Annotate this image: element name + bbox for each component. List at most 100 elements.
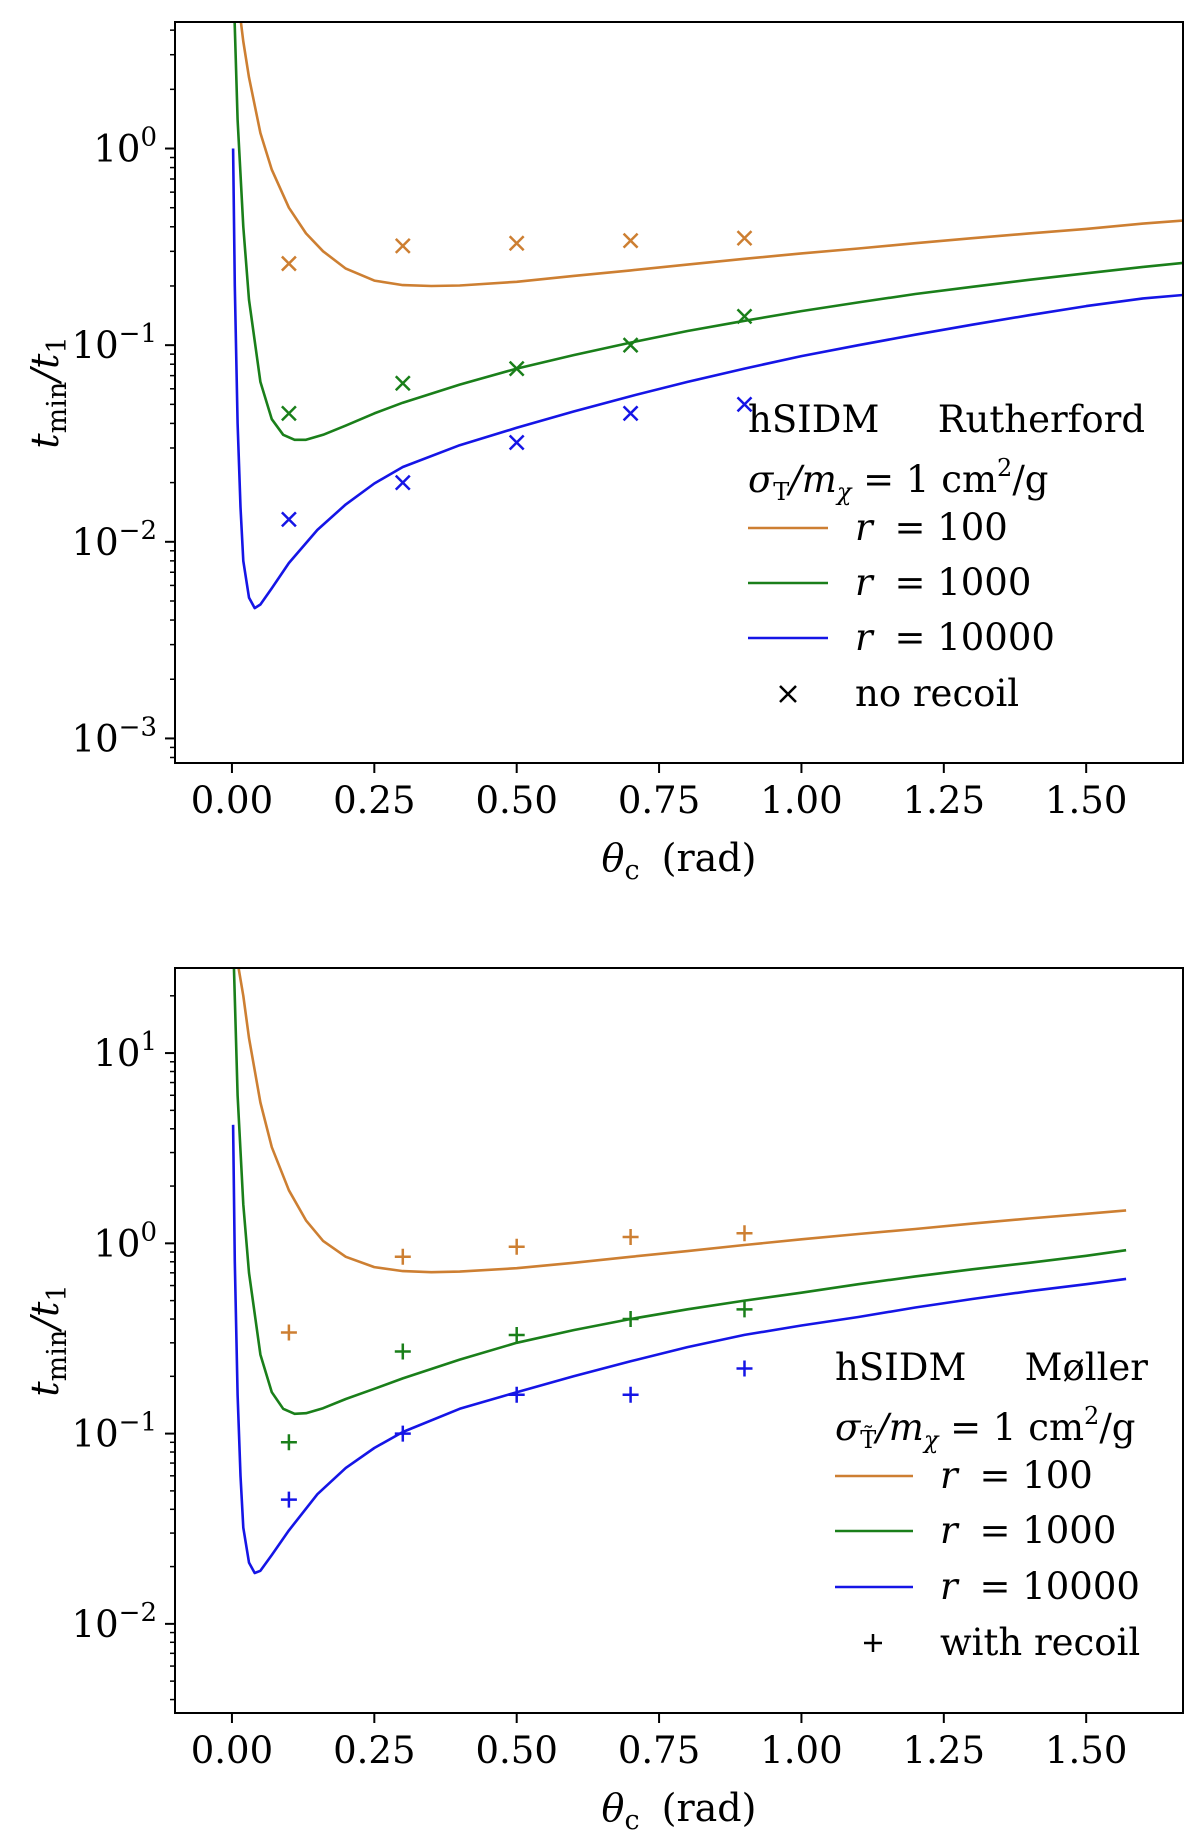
x-label-symbol: θ [602,836,625,880]
legend-r-value: = 10000 [968,1565,1140,1608]
sigma-sup: 2 [1084,1402,1099,1430]
legend-r-symbol: r [855,506,875,549]
y-tick-label: 10−1 [72,1408,157,1456]
legend-r-symbol: r [940,1454,960,1497]
y-axis-label: tmin/t1 [23,336,73,448]
sigma-symbol: σ [748,458,775,501]
sigma-sub: T [773,478,789,506]
series-r1000-x-marker [622,337,639,354]
y-tick-label: 100 [93,123,157,171]
sigma-tail: /m [873,1406,924,1449]
series-r10000-plus-marker [508,1386,525,1403]
x-tick-label: 1.50 [1045,1729,1127,1772]
y-label-over: /t [23,1301,67,1334]
series-r100-plus-marker [280,1324,297,1341]
legend-entry-r100-label: r = 100 [855,506,1008,549]
y-tick-exponent: −3 [119,712,157,742]
x-tick-label: 0.50 [475,1729,557,1772]
x-tick-label: 1.00 [760,779,842,822]
y-tick-base: 10 [72,324,119,367]
series-r10000-x-marker [394,474,411,491]
legend-entry-r1000-label: r = 1000 [940,1509,1116,1552]
y-tick-base: 10 [93,1032,140,1075]
y-axis-label: tmin/t1 [23,1284,73,1396]
series-r100-x-marker [281,255,297,272]
y-tick-label: 10−2 [72,1598,157,1646]
series-r100-plus-marker [736,1225,753,1242]
series-r10000-x-marker [508,434,525,451]
series-r1000-plus-marker [280,1434,297,1451]
series-r1000-plus-marker [736,1301,753,1318]
legend-r-symbol: r [855,616,875,659]
legend-r-value: = 100 [883,506,1008,549]
series-r10000-plus-marker [736,1360,753,1377]
y-tick-label: 100 [93,1217,157,1265]
x-label-unit: (rad) [650,836,757,880]
x-tick-label: 0.50 [475,779,557,822]
series-r100-plus-marker [394,1248,411,1265]
legend-r-value: = 100 [968,1454,1093,1497]
y-label-over: /t [23,353,67,386]
series-r100-curve [239,22,1183,288]
series-r100-plus-marker [508,1238,525,1255]
sigma-sub: T̃ [860,1426,876,1454]
x-tick-label: 1.00 [760,1729,842,1772]
y-tick-base: 10 [72,1603,119,1646]
y-tick-base: 10 [72,521,119,564]
x-label-sub: c [624,1805,639,1836]
x-label-sub: c [624,855,639,886]
legend-marker-label: with recoil [940,1621,1140,1664]
x-tick-label: 0.25 [333,779,415,822]
series-r1000-x-marker [281,405,297,422]
legend-entry-r1000-label: r = 1000 [855,561,1031,604]
legend-marker-plus-icon [864,1634,882,1652]
y-label-over-sub: 1 [42,1284,73,1301]
y-tick-exponent: −1 [119,319,157,349]
legend-entry-r10000-label: r = 10000 [940,1565,1140,1608]
legend-title-left: hSIDM [835,1346,966,1389]
x-label-unit: (rad) [650,1786,757,1830]
legend-marker-x-icon [779,685,797,703]
series-r1000-x-marker [508,360,525,377]
series-r100-plus-marker [622,1228,639,1245]
legend-r-value: = 1000 [883,561,1032,604]
sigma-symbol: σ [835,1406,862,1449]
legend-r-value: = 1000 [968,1509,1117,1552]
sigma-eq: = 1 cm [938,1406,1084,1449]
x-axis-label: θc (rad) [602,1786,757,1836]
series-r1000-plus-marker [508,1326,525,1343]
legend-cross-section: σT/mχ = 1 cm2/g [748,454,1048,506]
y-tick-exponent: −2 [119,516,157,546]
legend-r-value: = 10000 [883,616,1055,659]
series-r1000-x-marker [394,375,411,392]
plot-data-layer [231,22,1183,610]
series-r1000-x-marker [736,308,753,325]
x-label-symbol: θ [602,1786,625,1830]
x-tick-label: 1.25 [903,1729,985,1772]
series-r100-x-marker [394,237,411,254]
y-tick-exponent: 1 [140,1027,157,1057]
series-r10000-curve [231,148,1183,610]
y-label-base: t [23,433,67,449]
y-label-base: t [23,1381,67,1397]
sigma-tail-sub: χ [922,1426,940,1454]
y-tick-exponent: 0 [140,123,157,153]
series-r1000-curve [232,968,1127,1416]
x-tick-label: 0.00 [191,779,273,822]
series-r100-x-marker [736,230,753,247]
legend-entry-r100-label: r = 100 [940,1454,1093,1497]
series-r10000-x-marker [622,405,639,422]
y-tick-label: 10−3 [72,712,157,760]
series-r100-curve [237,968,1127,1274]
x-tick-label: 0.25 [333,1729,415,1772]
series-r10000-x-marker [281,511,297,528]
legend-title-right: Rutherford [938,398,1145,441]
sigma-unit: /g [1012,458,1048,501]
legend-title-left: hSIDM [748,398,879,441]
legend-r-symbol: r [940,1565,960,1608]
x-tick-label: 0.00 [191,1729,273,1772]
plot-frame [174,967,1184,1714]
